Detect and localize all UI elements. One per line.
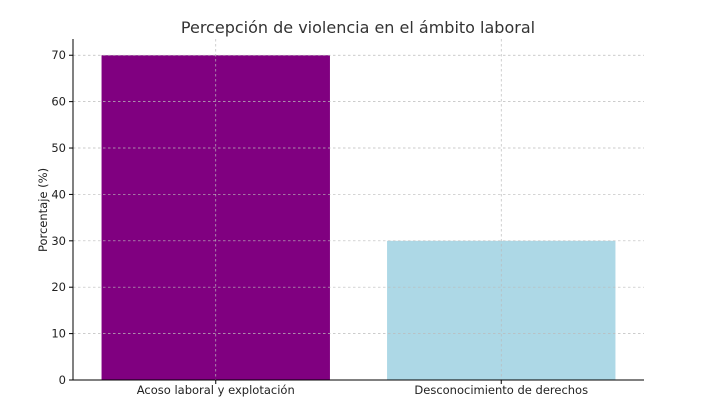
y-tick-label-7: 70 [51, 48, 66, 62]
y-tick-label-1: 10 [51, 327, 66, 341]
plot-area: 0 10 20 30 40 50 60 70 Acoso laboral y explotaci… [51, 39, 644, 397]
x-tick-label-1: Acoso laboral y explotación [137, 383, 295, 397]
y-axis-label: Porcentaje (%) [36, 168, 50, 252]
y-tick-label-2: 20 [51, 280, 66, 294]
y-tick-label-6: 60 [51, 95, 66, 109]
y-tick-label-3: 30 [51, 234, 66, 248]
y-tick-label-5: 50 [51, 141, 66, 155]
chart-title: Percepción de violencia en el ámbito lab… [181, 18, 535, 37]
y-tick-label-4: 40 [51, 187, 66, 201]
x-tick-label-2: Desconocimiento de derechos [414, 383, 588, 397]
y-tick-label-0: 0 [59, 373, 66, 387]
